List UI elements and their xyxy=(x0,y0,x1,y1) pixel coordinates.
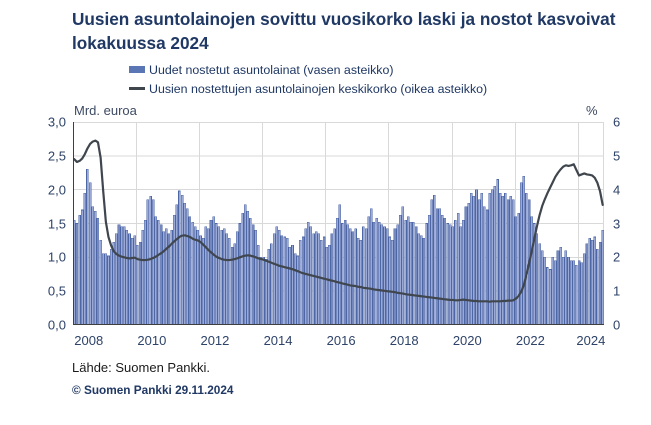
line-series-swatch-icon xyxy=(129,87,145,90)
x-axis-tick-label: 2018 xyxy=(389,333,419,348)
x-axis-tick-label: 2012 xyxy=(200,333,230,348)
chart-plot xyxy=(73,122,604,325)
x-axis-tick-label: 2010 xyxy=(137,333,167,348)
y-axis-tick-label: 6 xyxy=(613,114,621,130)
y-axis-tick-label: 2,5 xyxy=(47,148,66,164)
x-axis-tick-label: 2024 xyxy=(576,333,606,348)
bar-series-swatch-icon xyxy=(129,66,145,73)
y-axis-tick-label: 3,0 xyxy=(47,114,66,130)
x-axis-tick-label: 2020 xyxy=(452,333,482,348)
y-axis-tick-label: 4 xyxy=(613,182,621,198)
bar-series xyxy=(73,169,604,325)
chart-title: Uusien asuntolainojen sovittu vuosikorko… xyxy=(72,9,616,54)
left-axis-unit: Mrd. euroa xyxy=(74,103,137,118)
y-axis-tick-label: 2,0 xyxy=(47,182,66,198)
axis-lines xyxy=(73,122,604,325)
x-axis-tick-label: 2022 xyxy=(515,333,545,348)
right-axis-unit: % xyxy=(586,103,598,118)
y-axis-tick-label: 2 xyxy=(613,249,621,265)
y-axis-tick-label: 0,0 xyxy=(47,317,66,333)
y-axis-tick-label: 0,5 xyxy=(47,283,66,299)
legend-label-line: Uusien nostettujen asuntolainojen keskik… xyxy=(149,81,488,96)
y-axis-tick-label: 5 xyxy=(613,148,621,164)
legend-item-line: Uusien nostettujen asuntolainojen keskik… xyxy=(129,79,487,98)
x-axis-tick-label: 2014 xyxy=(263,333,293,348)
legend-item-bars: Uudet nostetut asuntolainat (vasen astei… xyxy=(129,60,487,79)
y-axis-tick-label: 3 xyxy=(613,216,621,231)
x-axis-tick-label: 2008 xyxy=(74,333,104,348)
legend: Uudet nostetut asuntolainat (vasen astei… xyxy=(129,60,487,98)
source-text: Lähde: Suomen Pankki. xyxy=(72,360,211,375)
y-axis-tick-label: 0 xyxy=(613,317,621,333)
copyright-text: © Suomen Pankki 29.11.2024 xyxy=(72,383,234,397)
y-axis-tick-label: 1,0 xyxy=(47,249,66,265)
legend-label-bars: Uudet nostetut asuntolainat (vasen astei… xyxy=(149,62,394,77)
y-axis-tick-label: 1,5 xyxy=(47,216,66,231)
line-series xyxy=(73,139,604,303)
y-axis-tick-label: 1 xyxy=(613,283,621,299)
x-axis-tick-label: 2016 xyxy=(326,333,356,348)
